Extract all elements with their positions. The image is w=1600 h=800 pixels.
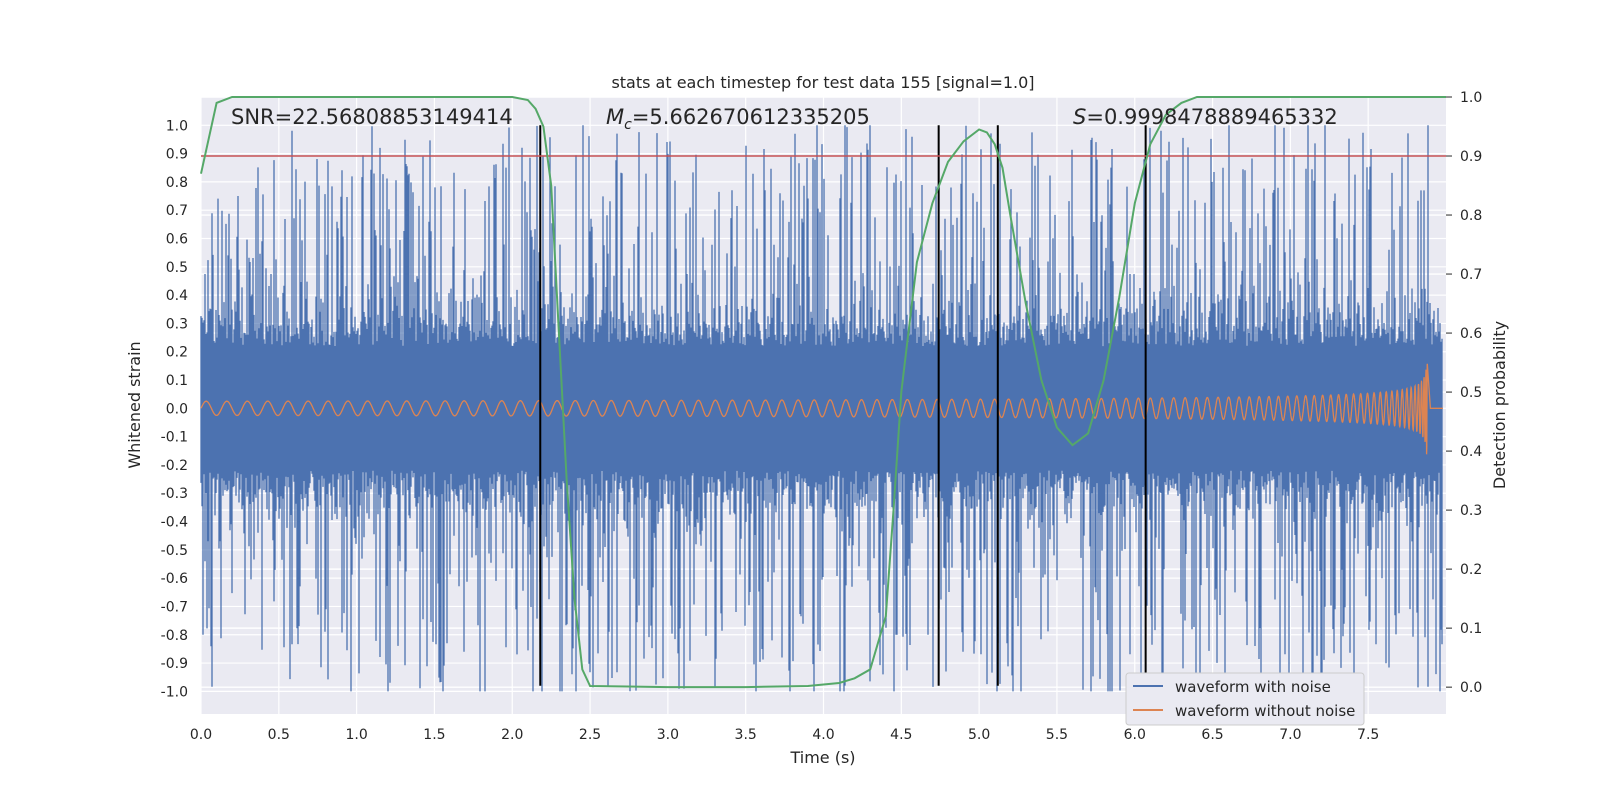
chirp-mass-annotation: Mc=5.662670612335205 <box>606 105 870 133</box>
y-tick-label: 0.4 <box>166 288 188 304</box>
y2-tick-label: 0.6 <box>1460 326 1482 342</box>
chart-title: stats at each timestep for test data 155… <box>611 73 1034 92</box>
y-tick-label: 0.5 <box>166 260 188 276</box>
x-tick-label: 6.0 <box>1124 727 1146 743</box>
mc-symbol: M <box>606 105 624 129</box>
y2-tick-label: 0.3 <box>1460 503 1482 519</box>
y2-tick-label: 0.9 <box>1460 149 1482 165</box>
event-vertical-lines <box>539 125 1147 686</box>
y-tick-label: -0.9 <box>161 656 188 672</box>
series-waveform-without-noise <box>200 363 1443 455</box>
x-tick-label: 1.0 <box>345 727 367 743</box>
y2-axis-label: Detection probability <box>1490 321 1509 489</box>
legend-box <box>1125 672 1365 726</box>
y2-axis-ticks: 1.0 0.9 0.8 0.7 0.6 0.5 0.4 0.3 0.2 0.1 0.0 <box>1446 90 1482 696</box>
y2-tick-label: 1.0 <box>1460 90 1482 106</box>
y-tick-label: 0.2 <box>166 345 188 361</box>
x-tick-label: 1.5 <box>423 727 445 743</box>
s-value: =0.9998478889465332 <box>1086 105 1337 129</box>
x-tick-label: 4.5 <box>890 727 912 743</box>
x-tick-label: 7.0 <box>1279 727 1301 743</box>
y-tick-label: 0.8 <box>166 175 188 191</box>
y-tick-label: -0.6 <box>161 571 188 587</box>
y2-tick-label: 0.8 <box>1460 208 1482 224</box>
mc-value: =5.662670612335205 <box>632 105 870 129</box>
y-tick-label: -0.7 <box>161 599 188 615</box>
y2-tick-label: 0.5 <box>1460 385 1482 401</box>
x-tick-label: 5.5 <box>1046 727 1068 743</box>
y-tick-label: -0.2 <box>161 458 188 474</box>
s-annotation: S=0.9998478889465332 <box>1073 105 1338 129</box>
y-tick-label: -0.8 <box>161 628 188 644</box>
x-axis-label: Time (s) <box>789 748 855 767</box>
s-symbol: S <box>1073 105 1086 129</box>
y-tick-label: 0.9 <box>166 147 188 163</box>
y-tick-label: -1.0 <box>161 684 188 700</box>
y2-tick-label: 0.4 <box>1460 444 1482 460</box>
y-axis-label: Whitened strain <box>125 341 144 468</box>
mc-subscript: c <box>624 117 632 133</box>
y2-tick-label: 0.2 <box>1460 562 1482 578</box>
y2-tick-label: 0.0 <box>1460 680 1482 696</box>
series-detection-probability <box>200 96 1446 689</box>
x-tick-label: 6.5 <box>1201 727 1223 743</box>
x-tick-label: 7.5 <box>1357 727 1379 743</box>
legend-label-noise: waveform with noise <box>1175 678 1331 696</box>
x-tick-label: 2.5 <box>579 727 601 743</box>
legend-label-clean: waveform without noise <box>1175 702 1355 720</box>
y2-tick-label: 0.1 <box>1460 621 1482 637</box>
x-tick-label: 3.0 <box>657 727 679 743</box>
snr-annotation: SNR=22.56808853149414 <box>231 105 513 129</box>
x-axis-ticks: 0.0 0.5 1.0 1.5 2.0 2.5 3.0 3.5 4.0 4.5 5.0 5.5 6.0 6… <box>190 727 1379 743</box>
y-axis-ticks: 1.0 0.9 0.8 0.7 0.6 0.5 0.4 0.3 0.2 0.1 0.0 -0.1 -0.… <box>161 118 188 700</box>
chirp-trace <box>200 363 1443 455</box>
y-tick-label: 0.3 <box>166 316 188 332</box>
x-tick-label: 2.0 <box>501 727 523 743</box>
y-tick-label: 0.0 <box>166 401 188 417</box>
y-tick-label: 1.0 <box>166 118 188 134</box>
y-tick-label: -0.5 <box>161 543 188 559</box>
y-tick-label: -0.4 <box>161 515 188 531</box>
x-tick-label: 4.0 <box>812 727 834 743</box>
y-tick-label: -0.3 <box>161 486 188 502</box>
y-tick-label: 0.7 <box>166 203 188 219</box>
y-tick-label: 0.1 <box>166 373 188 389</box>
x-tick-label: 3.5 <box>735 727 757 743</box>
y2-tick-label: 0.7 <box>1460 267 1482 283</box>
legend: waveform with noise waveform without noi… <box>1125 672 1365 726</box>
y-tick-label: -0.1 <box>161 430 188 446</box>
x-tick-label: 0.5 <box>268 727 290 743</box>
y-tick-label: 0.6 <box>166 232 188 248</box>
x-tick-label: 0.0 <box>190 727 212 743</box>
x-tick-label: 5.0 <box>968 727 990 743</box>
